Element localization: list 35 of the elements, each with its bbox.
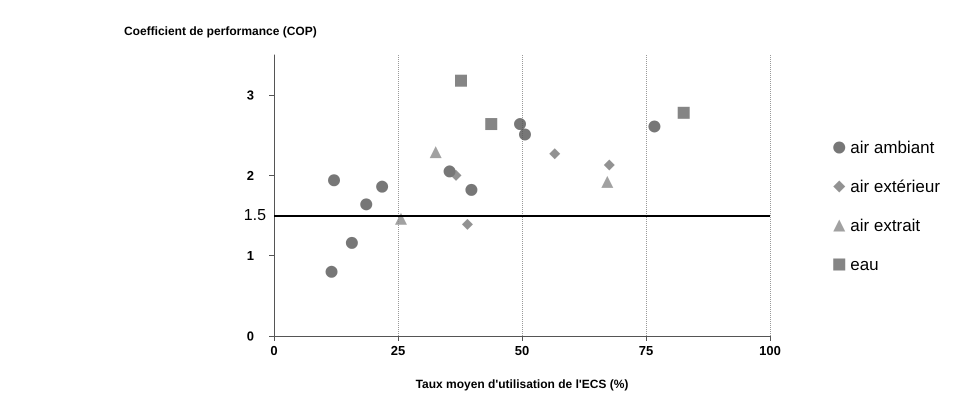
- x-tick-label: 75: [638, 343, 654, 358]
- point: [648, 120, 660, 132]
- point: [450, 170, 462, 181]
- point: [485, 118, 498, 130]
- point: [678, 106, 690, 119]
- y-tick-label: 2: [246, 168, 254, 183]
- ref-line-label: 1.5: [244, 207, 266, 224]
- legend-label: air extérieur: [850, 177, 940, 196]
- y-tick-label: 3: [246, 88, 254, 103]
- y-tick-label: 1: [246, 248, 254, 264]
- point: [376, 180, 388, 193]
- point: [328, 174, 340, 186]
- x-tick-label: 50: [514, 343, 530, 358]
- point: [462, 218, 473, 230]
- point: [430, 146, 442, 158]
- x-tick-label: 25: [390, 343, 406, 358]
- point: [346, 236, 358, 249]
- point: [549, 148, 560, 160]
- x-tick-label: 0: [270, 343, 278, 358]
- y-axis-title: Coefficient de performance (COP): [124, 24, 317, 38]
- legend-label: eau: [850, 255, 879, 274]
- legend-label: air ambiant: [850, 138, 935, 157]
- y-tick-label: 0: [246, 328, 254, 344]
- point: [601, 176, 614, 188]
- point: [514, 118, 526, 130]
- point: [518, 128, 531, 140]
- point: [360, 198, 372, 210]
- legend-label: air extrait: [850, 216, 920, 235]
- point: [394, 212, 407, 225]
- x-axis-title: Taux moyen d'utilisation de l'ECS (%): [416, 377, 628, 391]
- point: [454, 74, 467, 87]
- point: [465, 184, 478, 196]
- point: [604, 159, 615, 170]
- x-tick-label: 100: [759, 343, 781, 358]
- point: [326, 266, 338, 278]
